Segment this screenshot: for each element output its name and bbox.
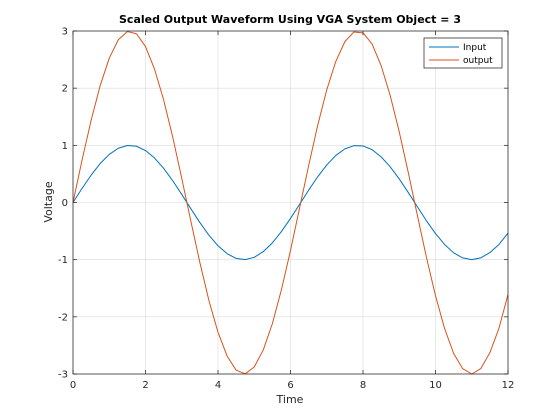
- y-tick-labels: -3 -2 -1 0 1 2 3: [58, 27, 68, 381]
- x-tick-label: 4: [215, 380, 221, 391]
- y-tick-label: 0: [62, 198, 68, 209]
- y-tick-label: -2: [58, 312, 68, 323]
- y-tick-label: -1: [58, 255, 68, 266]
- x-tick-label: 10: [429, 380, 442, 391]
- axis-ticks: [72, 30, 509, 375]
- y-tick-label: -3: [58, 370, 68, 381]
- legend-label-output: output: [463, 56, 493, 66]
- y-tick-label: 1: [62, 141, 68, 152]
- chart-title: Scaled Output Waveform Using VGA System …: [119, 13, 461, 26]
- x-axis-label: Time: [276, 393, 304, 406]
- legend[interactable]: Input output: [423, 37, 503, 69]
- x-tick-label: 2: [142, 380, 148, 391]
- legend-box: [423, 37, 503, 69]
- y-tick-label: 3: [62, 27, 68, 38]
- x-tick-label: 8: [360, 380, 366, 391]
- x-tick-label: 6: [287, 380, 293, 391]
- x-tick-label: 0: [70, 380, 76, 391]
- y-axis-label: Voltage: [42, 181, 55, 222]
- series-line-output: [72, 30, 509, 375]
- series-lines: [72, 30, 509, 375]
- series-line-input: [72, 145, 509, 261]
- legend-label-input: Input: [463, 43, 487, 53]
- y-tick-label: 2: [62, 84, 68, 95]
- x-tick-label: 12: [502, 380, 515, 391]
- x-tick-labels: 0 2 4 6 8 10 12: [70, 380, 515, 391]
